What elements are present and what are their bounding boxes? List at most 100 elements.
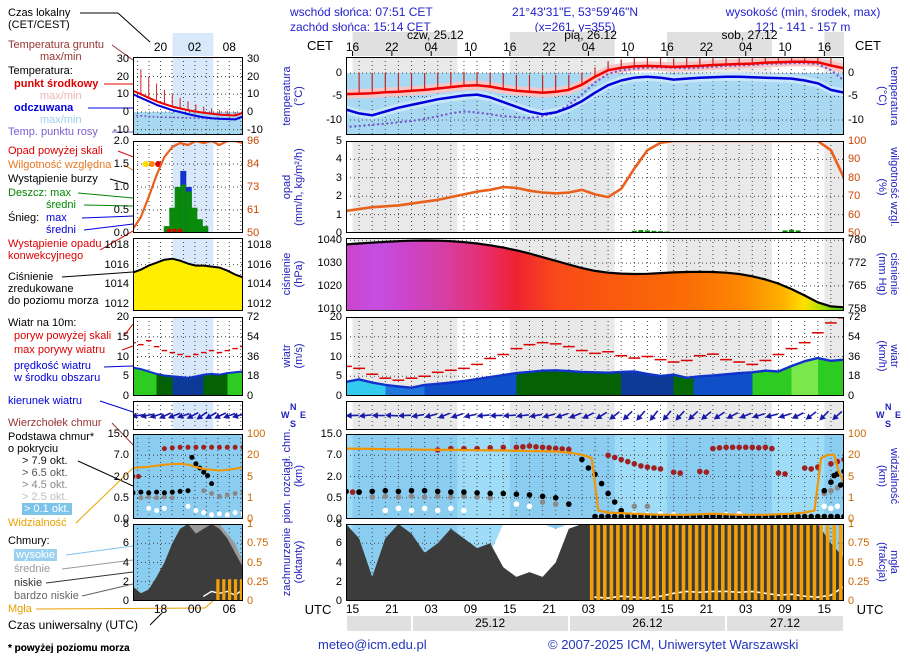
legend-item-20: Ciśnienie xyxy=(8,271,54,283)
legend-item-13: Deszcz: max xyxy=(8,187,71,199)
axis-tick: 0 xyxy=(848,595,855,607)
top-hour-label: 10 xyxy=(778,40,792,54)
axis-unit-label: wiatr (m/s) xyxy=(281,343,305,368)
axis-tick: 1018 xyxy=(247,238,272,251)
bottom-hour-label: 21 xyxy=(542,602,556,616)
axis-tick: 1.0 xyxy=(113,181,129,193)
top-hour-label: 16 xyxy=(817,40,832,54)
axis-tick: 1 xyxy=(247,491,254,504)
axis-tick: 4 xyxy=(335,153,342,166)
axis-tick: 2 xyxy=(335,575,342,588)
axis-unit-label: temperatura (°C) xyxy=(281,66,305,125)
axis-tick: 8 xyxy=(122,518,129,530)
axis-tick: 1 xyxy=(335,208,342,221)
panel-cloudiness-mini xyxy=(133,524,243,601)
contact-email-link[interactable]: meteo@icm.edu.pl xyxy=(318,637,427,652)
axis-tick: 0 xyxy=(335,227,342,239)
axis-tick: 15 xyxy=(116,330,129,343)
axis-tick: 73 xyxy=(247,181,260,193)
axis-unit-units: (hPa) xyxy=(293,260,305,288)
axis-unit-label: opad (mm/h, kg/m²/h) xyxy=(281,148,305,226)
axis-tick: 0.0 xyxy=(113,513,129,525)
sunset-text: zachód słońca: 15:14 CET xyxy=(290,20,431,34)
axis-tick: 10 xyxy=(116,88,129,101)
axis-unit-units: (m/s) xyxy=(293,343,305,369)
axis-tick: 36 xyxy=(848,350,861,363)
top-hour-label: 16 xyxy=(660,40,674,54)
legend-item-6: max/min xyxy=(40,90,82,102)
axis-tick: 20 xyxy=(329,311,342,323)
bottom-hour-label: 09 xyxy=(621,602,635,616)
legend-item-33: > 6.5 okt. xyxy=(22,467,68,479)
axis-tick: 100 xyxy=(848,428,867,440)
axis-tick: 0 xyxy=(247,390,254,402)
axis-unit-label: zachmurzenie (oktanty) xyxy=(281,528,305,596)
cet-label-top-right: CET xyxy=(855,38,881,53)
axis-tick: 0.5 xyxy=(848,556,864,569)
top-hour-label: 10 xyxy=(621,40,635,54)
axis-tick: 5 xyxy=(122,370,129,383)
legend-item-1: (CET/CEST) xyxy=(8,19,70,31)
axis-tick: 80 xyxy=(848,171,861,184)
axis-tick: 1014 xyxy=(104,278,129,291)
top-day-label: czw, 25.12 xyxy=(406,28,464,42)
axis-unit-name: wiatr xyxy=(888,344,900,368)
legend-item-44: Czas uniwersalny (UTC) xyxy=(8,618,139,632)
bottom-date-band: 27.12 xyxy=(727,616,843,631)
axis-tick: 0 xyxy=(848,513,855,525)
legend-item-10: Opad powyżej skali xyxy=(8,145,103,157)
axis-tick: 50 xyxy=(247,227,260,239)
legend-item-35: > 2.5 okt. xyxy=(22,491,68,503)
axis-tick: 96 xyxy=(247,135,260,147)
panel-precip-humidity-main xyxy=(346,141,844,233)
axis-unit-name: opad xyxy=(281,174,293,200)
bottom-hour-label: 09 xyxy=(778,602,792,616)
axis-tick: -10 xyxy=(247,123,263,136)
axis-tick: 0.5 xyxy=(247,556,263,569)
legend-item-23: Wiatr na 10m: xyxy=(8,317,77,329)
axis-tick: 30 xyxy=(116,52,129,65)
panel-precip-humidity-mini xyxy=(133,141,243,233)
axis-tick: 0 xyxy=(848,66,855,79)
axis-unit-label: mgła (frakcja) xyxy=(876,542,900,582)
axis-tick: 0 xyxy=(122,595,129,607)
axis-tick: 1012 xyxy=(247,298,272,311)
axis-tick: 0 xyxy=(247,595,254,607)
axis-tick: 20 xyxy=(247,449,260,462)
top-time-axis xyxy=(346,30,844,56)
legend-item-43: Mgła xyxy=(8,603,32,615)
axis-unit-units: (km) xyxy=(293,465,305,488)
legend-item-32: > 7.9 okt. xyxy=(22,455,68,467)
top-hour-label: 22 xyxy=(385,40,399,54)
top-hour-label: 04 xyxy=(581,40,596,54)
axis-tick: 20 xyxy=(848,449,861,462)
axis-tick: 2.0 xyxy=(113,135,129,147)
axis-tick: -5 xyxy=(332,90,342,103)
axis-unit-name: ciśnienie xyxy=(888,252,900,296)
axis-unit-name: wiatr xyxy=(281,344,293,368)
axis-tick: 2.0 xyxy=(326,470,342,483)
altitude-label: wysokość (min, środek, max) xyxy=(725,5,881,19)
axis-tick: 70 xyxy=(848,190,861,203)
axis-tick: 61 xyxy=(247,204,260,216)
bottom-hour-label: 09 xyxy=(463,602,478,616)
axis-unit-units: (km) xyxy=(876,465,888,487)
axis-unit-label: widzialność (km) xyxy=(876,448,900,504)
axis-tick: 772 xyxy=(848,257,867,270)
legend-item-12: Wystąpienie burzy xyxy=(8,173,98,185)
axis-tick: 1016 xyxy=(247,258,272,271)
legend-item-7: odczuwana xyxy=(14,102,74,114)
altitude-values: 121 - 141 - 157 m xyxy=(755,20,851,34)
axis-unit-name: mgła xyxy=(888,550,900,574)
axis-unit-units: (km/h) xyxy=(876,340,888,372)
legend-item-22: do poziomu morza xyxy=(8,295,99,307)
axis-tick: 0 xyxy=(122,105,129,118)
legend-item-37: Widzialność xyxy=(8,517,67,529)
axis-tick: 0 xyxy=(335,66,342,79)
legend-item-25: max porywy wiatru xyxy=(14,344,106,356)
axis-tick: 6 xyxy=(335,537,342,550)
axis-tick: 0 xyxy=(247,513,254,525)
legend-item-39: wysokie xyxy=(14,549,58,561)
